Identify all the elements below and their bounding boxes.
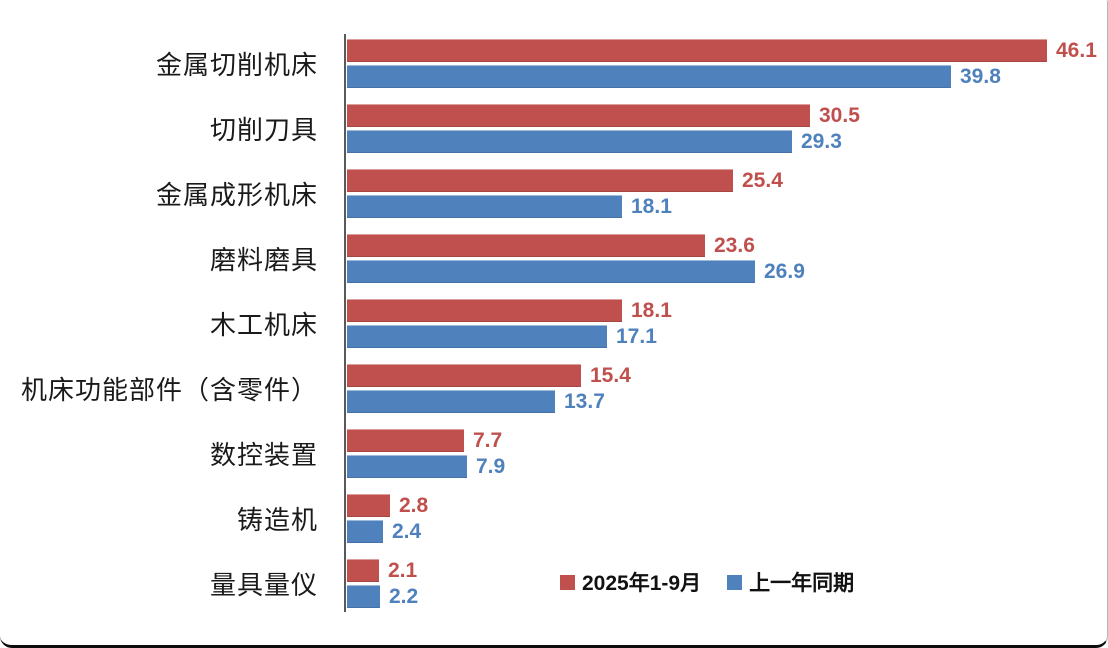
bar-line: 15.4	[347, 364, 631, 387]
bar-prev-year	[347, 260, 755, 283]
bar-prev-year	[347, 520, 383, 543]
bar-line: 39.8	[347, 65, 1097, 88]
category-group: 数控装置 7.7 7.9	[0, 429, 1105, 478]
bar-line: 2.2	[347, 585, 418, 608]
bar-prev-year	[347, 195, 622, 218]
legend-item-previous: 上一年同期	[727, 567, 854, 597]
category-label: 机床功能部件（含零件）	[20, 376, 318, 405]
value-label: 2.1	[388, 559, 418, 582]
legend-swatch-red-icon	[560, 574, 575, 590]
value-label: 2.2	[389, 585, 419, 608]
category-group: 金属成形机床 25.4 18.1	[0, 169, 1105, 218]
bar-line: 29.3	[347, 130, 860, 153]
value-label: 25.4	[742, 169, 783, 192]
bar-2025	[347, 104, 810, 127]
bar-2025	[347, 494, 390, 517]
bar-prev-year	[347, 325, 607, 348]
category-label: 量具量仪	[209, 571, 318, 600]
bar-line: 26.9	[347, 260, 805, 283]
bar-prev-year	[347, 65, 951, 88]
bar-pair: 7.7 7.9	[347, 429, 505, 478]
legend-label-previous: 上一年同期	[749, 572, 855, 595]
bar-line: 2.8	[347, 494, 428, 517]
bar-prev-year	[347, 585, 380, 608]
bar-line: 2.1	[347, 559, 418, 582]
bar-line: 46.1	[347, 39, 1097, 62]
value-label: 2.4	[392, 520, 422, 543]
bar-line: 30.5	[347, 104, 860, 127]
bar-line: 18.1	[347, 195, 783, 218]
category-label: 木工机床	[209, 311, 318, 340]
bar-2025	[347, 364, 581, 387]
legend-item-current: 2025年1-9月	[560, 567, 701, 597]
bar-line: 23.6	[347, 234, 805, 257]
bar-line: 18.1	[347, 299, 672, 322]
value-label: 46.1	[1056, 39, 1097, 62]
category-axis-line	[344, 34, 346, 612]
category-group: 金属切削机床 46.1 39.8	[0, 39, 1105, 88]
category-label: 数控装置	[209, 441, 318, 470]
value-label: 30.5	[819, 104, 860, 127]
bar-2025	[347, 234, 705, 257]
category-label: 磨料磨具	[209, 246, 318, 275]
bar-2025	[347, 169, 733, 192]
chart-rows: 金属切削机床 46.1 39.8 切削刀具 30.5 29.3 金属成形机床 25.4 18.1…	[0, 39, 1105, 608]
category-label: 金属成形机床	[155, 181, 318, 210]
category-group: 机床功能部件（含零件） 15.4 13.7	[0, 364, 1105, 413]
bar-2025	[347, 299, 622, 322]
legend-label-current: 2025年1-9月	[582, 572, 702, 595]
value-label: 18.1	[631, 299, 672, 322]
value-label: 18.1	[631, 195, 672, 218]
value-label: 23.6	[714, 234, 755, 257]
bar-pair: 30.5 29.3	[347, 104, 860, 153]
bar-pair: 2.8 2.4	[347, 494, 428, 543]
value-label: 7.7	[473, 429, 503, 452]
category-group: 铸造机 2.8 2.4	[0, 494, 1105, 543]
bar-pair: 18.1 17.1	[347, 299, 672, 348]
value-label: 17.1	[616, 325, 657, 348]
bar-prev-year	[347, 390, 555, 413]
bar-line: 2.4	[347, 520, 428, 543]
category-group: 量具量仪 2.1 2.2	[0, 559, 1105, 608]
legend-swatch-blue-icon	[727, 574, 743, 590]
category-group: 木工机床 18.1 17.1	[0, 299, 1105, 348]
bar-2025	[347, 559, 379, 582]
bar-2025	[347, 429, 464, 452]
bar-line: 25.4	[347, 169, 783, 192]
value-label: 2.8	[399, 494, 429, 517]
legend: 2025年1-9月 上一年同期	[560, 567, 854, 597]
bar-prev-year	[347, 130, 792, 153]
bar-line: 17.1	[347, 325, 672, 348]
category-label: 铸造机	[236, 506, 318, 535]
bar-prev-year	[347, 455, 467, 478]
category-group: 磨料磨具 23.6 26.9	[0, 234, 1105, 283]
bar-pair: 46.1 39.8	[347, 39, 1097, 88]
category-group: 切削刀具 30.5 29.3	[0, 104, 1105, 153]
bar-pair: 25.4 18.1	[347, 169, 783, 218]
value-label: 29.3	[801, 130, 842, 153]
value-label: 39.8	[960, 65, 1001, 88]
bar-pair: 23.6 26.9	[347, 234, 805, 283]
bar-line: 13.7	[347, 390, 631, 413]
bar-line: 7.9	[347, 455, 505, 478]
category-label: 切削刀具	[209, 116, 318, 145]
bar-pair: 2.1 2.2	[347, 559, 418, 608]
bar-pair: 15.4 13.7	[347, 364, 631, 413]
value-label: 13.7	[564, 390, 605, 413]
bar-line: 7.7	[347, 429, 505, 452]
category-label: 金属切削机床	[155, 51, 318, 80]
bar-2025	[347, 39, 1047, 62]
value-label: 7.9	[476, 455, 506, 478]
value-label: 26.9	[764, 260, 805, 283]
value-label: 15.4	[590, 364, 631, 387]
